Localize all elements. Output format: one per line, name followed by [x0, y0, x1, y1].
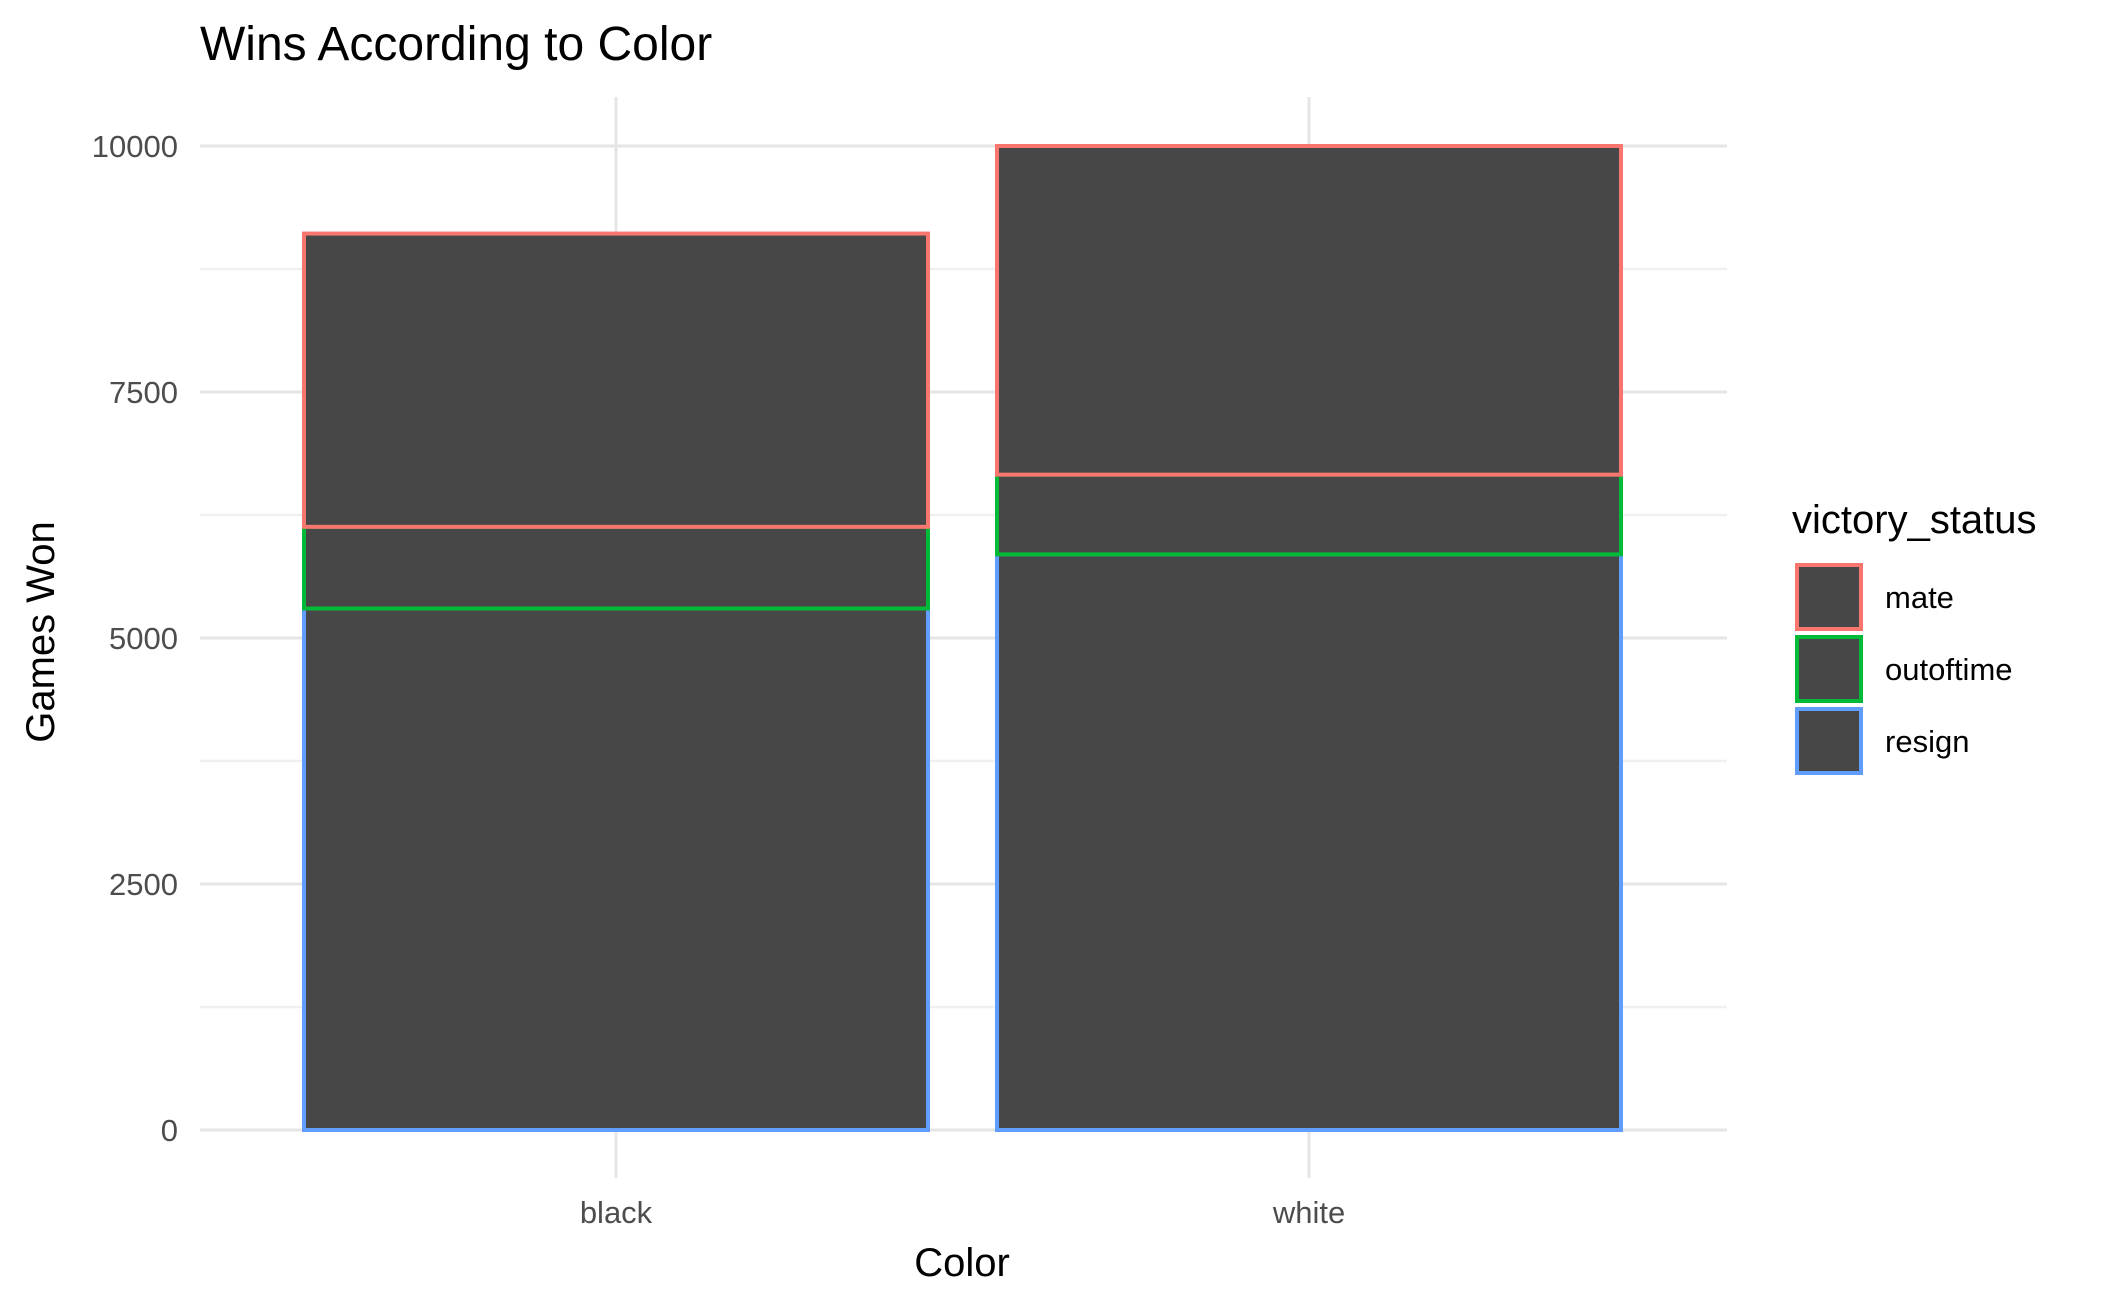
legend: victory_status mate outoftime resign: [1792, 498, 2037, 775]
axis-layer: 0 2500 5000 7500 10000 black white: [92, 129, 1345, 1230]
bar-white-mate: [995, 144, 1623, 477]
x-axis-title: Color: [914, 1241, 1010, 1285]
legend-title: victory_status: [1792, 498, 2037, 542]
bar-white-resign: [995, 552, 1623, 1132]
legend-label-mate: mate: [1885, 580, 1954, 615]
bar-layer: [302, 144, 1623, 1132]
legend-label-outoftime: outoftime: [1885, 652, 2013, 687]
y-tick-label: 2500: [109, 867, 178, 902]
bar-black-outoftime: [302, 524, 930, 611]
y-tick-label: 10000: [92, 129, 178, 164]
legend-key-outoftime: [1795, 635, 1863, 703]
bar-white-outoftime: [995, 472, 1623, 557]
legend-key-resign: [1795, 707, 1863, 775]
bar-black-resign: [302, 606, 930, 1132]
legend-label-resign: resign: [1885, 724, 1969, 759]
bar-black-mate: [302, 231, 930, 529]
x-tick-label: black: [580, 1195, 653, 1230]
y-tick-label: 0: [161, 1113, 178, 1148]
legend-items: mate outoftime resign: [1795, 563, 2013, 775]
x-tick-label: white: [1272, 1195, 1345, 1230]
y-tick-label: 5000: [109, 621, 178, 656]
legend-key-mate: [1795, 563, 1863, 631]
chart-title: Wins According to Color: [200, 18, 712, 71]
y-tick-label: 7500: [109, 375, 178, 410]
y-axis-title: Games Won: [19, 521, 63, 743]
